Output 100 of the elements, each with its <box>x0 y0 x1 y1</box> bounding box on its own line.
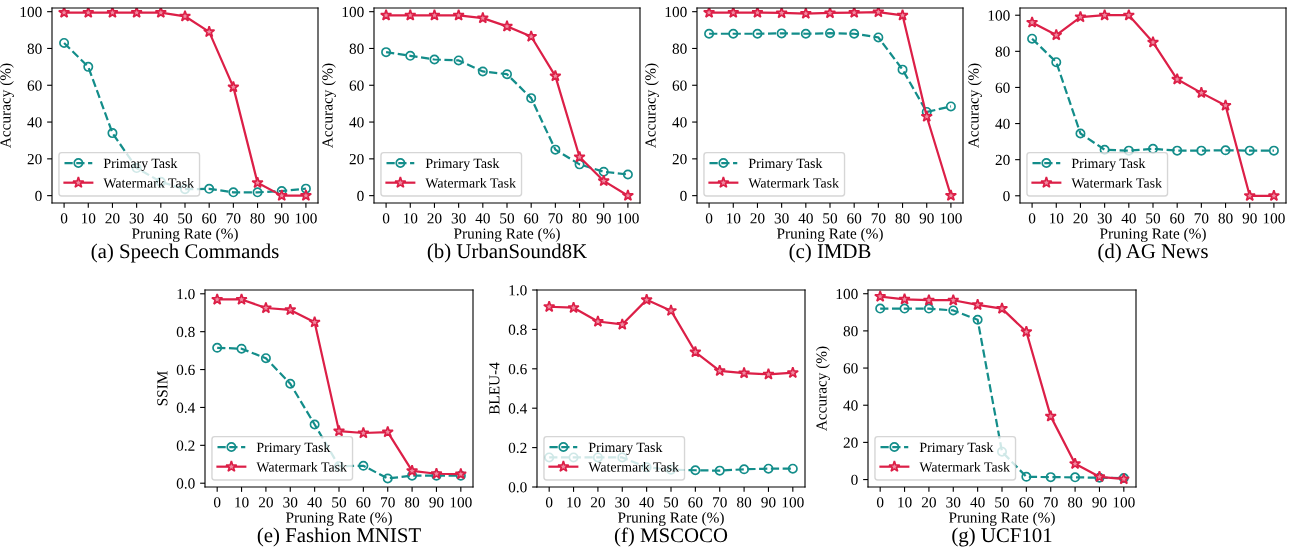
x-tick-label: 90 <box>1092 497 1107 508</box>
x-tick-label: 80 <box>737 497 752 508</box>
text: (c) IMDB <box>789 243 871 263</box>
x-tick-label: 100 <box>1263 213 1285 224</box>
y-tick-label: 100 <box>988 10 1010 21</box>
x-axis-title: Pruning Rate (%) <box>617 511 724 526</box>
x-tick-label: 30 <box>1097 213 1112 224</box>
legend-label: Watermark Task <box>103 177 194 188</box>
x-tick-label: 50 <box>823 213 838 224</box>
y-tick-label: 80 <box>843 326 858 337</box>
legend-label: Watermark Task <box>748 177 839 188</box>
x-tick-label: 50 <box>1146 213 1161 224</box>
x-tick-label: 20 <box>750 213 765 224</box>
x-tick-label: 60 <box>1170 213 1185 224</box>
y-tick-label: 20 <box>27 153 42 165</box>
x-axis-title: Pruning Rate (%) <box>776 227 883 242</box>
y-tick-label: 20 <box>995 154 1010 166</box>
y-tick-label: 80 <box>995 46 1010 57</box>
x-tick-label: 50 <box>332 497 347 508</box>
text: (g) UCF101 <box>952 527 1052 547</box>
y-tick-label: 20 <box>843 437 858 448</box>
y-tick-label: 60 <box>995 82 1010 93</box>
x-tick-label: 60 <box>1019 497 1034 508</box>
y-tick-label: 0 <box>35 190 42 202</box>
y-axis-title: SSIM <box>157 371 168 406</box>
legend-label: Primary Task <box>1071 158 1146 171</box>
x-tick-label: 30 <box>283 497 298 508</box>
y-tick-label: 0.4 <box>176 402 196 413</box>
x-tick-label: 0 <box>1028 213 1036 224</box>
text: (d) AG News <box>1098 243 1208 263</box>
y-tick-label: 0 <box>1003 190 1010 202</box>
y-tick-label: 80 <box>349 43 364 54</box>
x-tick-label: 80 <box>405 497 420 508</box>
x-tick-label: 50 <box>664 497 679 508</box>
x-tick-label: 40 <box>798 213 813 224</box>
x-tick-label: 20 <box>921 497 936 508</box>
x-tick-label: 10 <box>726 213 741 224</box>
legend-label: Primary Task <box>103 158 178 171</box>
x-tick-label: 0 <box>60 213 68 224</box>
y-tick-label: 0.8 <box>176 326 195 338</box>
y-tick-label: 1.0 <box>509 285 527 296</box>
x-tick-label: 40 <box>1121 213 1136 224</box>
x-tick-label: 30 <box>129 213 144 224</box>
y-axis-title: BLEU-4 <box>489 362 500 415</box>
x-tick-label: 0 <box>876 497 884 508</box>
x-tick-label: 90 <box>761 497 776 508</box>
y-tick-label: 0 <box>680 190 687 202</box>
x-tick-label: 40 <box>639 497 654 508</box>
x-axis-title: Pruning Rate (%) <box>285 511 392 526</box>
x-tick-label: 90 <box>919 213 934 224</box>
x-tick-label: 30 <box>451 213 466 224</box>
x-tick-label: 50 <box>178 213 193 224</box>
x-tick-label: 60 <box>524 213 539 224</box>
x-tick-label: 20 <box>1073 213 1088 224</box>
x-tick-label: 20 <box>427 213 442 224</box>
y-tick-label: 80 <box>27 43 42 54</box>
x-tick-label: 100 <box>782 497 804 508</box>
legend-label: Watermark Task <box>425 177 516 188</box>
x-tick-label: 30 <box>774 213 789 224</box>
x-tick-label: 60 <box>356 497 371 508</box>
y-tick-label: 100 <box>342 6 364 18</box>
x-tick-label: 0 <box>545 497 553 508</box>
legend-label: Primary Task <box>256 442 331 455</box>
y-tick-label: 1.0 <box>177 288 195 300</box>
y-tick-label: 100 <box>665 6 687 18</box>
x-tick-label: 80 <box>1068 497 1083 508</box>
text: (b) UrbanSound8K <box>427 243 587 263</box>
y-tick-label: 0.8 <box>508 324 527 335</box>
y-tick-label: 0.6 <box>176 364 195 376</box>
x-tick-label: 90 <box>1242 213 1257 224</box>
x-tick-label: 70 <box>713 497 727 508</box>
x-tick-label: 20 <box>105 213 120 224</box>
y-tick-label: 0.0 <box>508 482 527 493</box>
y-tick-label: 0.0 <box>176 478 195 489</box>
x-axis-title: Pruning Rate (%) <box>948 511 1055 526</box>
x-tick-label: 40 <box>970 497 985 508</box>
x-tick-label: 40 <box>307 497 322 508</box>
y-tick-label: 0.6 <box>508 363 527 375</box>
x-tick-label: 70 <box>1044 497 1058 508</box>
y-tick-label: 60 <box>27 80 42 91</box>
legend-label: Primary Task <box>748 158 823 171</box>
legend-label: Watermark Task <box>256 461 347 472</box>
x-tick-label: 80 <box>250 213 265 224</box>
x-tick-label: 40 <box>153 213 168 224</box>
y-tick-label: 60 <box>349 80 364 91</box>
y-tick-label: 0 <box>357 190 364 202</box>
x-tick-label: 10 <box>235 497 249 508</box>
y-axis-title: Accuracy (%) <box>815 346 830 431</box>
y-axis-title: Accuracy (%) <box>0 63 14 148</box>
y-tick-label: 80 <box>672 43 687 54</box>
legend-label: Primary Task <box>919 442 994 455</box>
y-axis-title: Accuracy (%) <box>644 63 659 148</box>
x-tick-label: 10 <box>1049 213 1064 224</box>
text: (e) Fashion MNIST <box>257 527 421 547</box>
y-tick-label: 20 <box>349 153 364 165</box>
legend-label: Watermark Task <box>919 461 1010 472</box>
x-tick-label: 50 <box>995 497 1010 508</box>
x-tick-label: 70 <box>226 213 241 224</box>
x-tick-label: 10 <box>403 213 418 224</box>
y-tick-label: 40 <box>843 400 858 411</box>
